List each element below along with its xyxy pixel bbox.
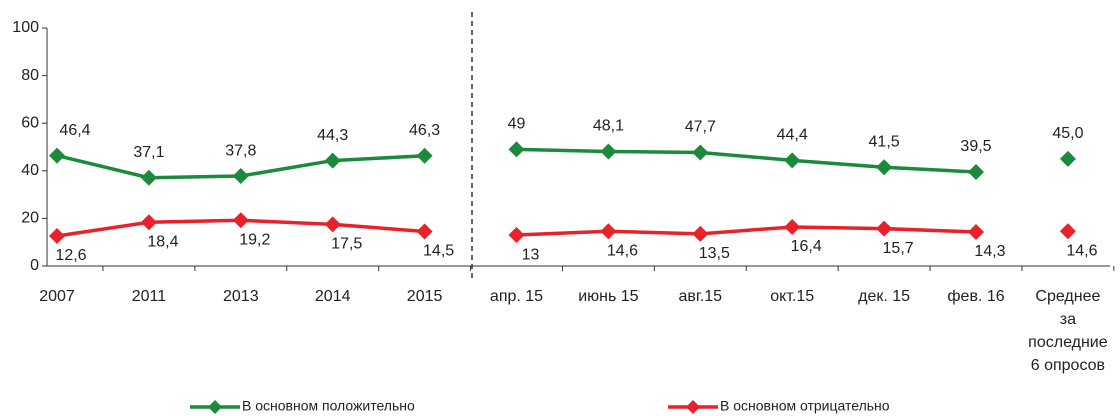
y-tick-label: 0 xyxy=(30,257,39,274)
data-label: 48,1 xyxy=(593,118,624,135)
marker xyxy=(232,168,249,185)
marker xyxy=(600,223,617,240)
y-tick-label: 80 xyxy=(21,67,39,84)
marker xyxy=(324,152,341,169)
data-label: 44,4 xyxy=(777,127,808,144)
marker xyxy=(600,143,617,160)
data-label: 49 xyxy=(508,116,526,133)
x-tick-label: 2011 xyxy=(132,288,167,305)
data-label: 16,4 xyxy=(791,238,822,255)
marker xyxy=(692,144,709,161)
marker xyxy=(876,220,893,237)
x-tick-label: дек. 15 xyxy=(858,288,910,305)
data-label: 12,6 xyxy=(55,247,86,264)
y-tick-label: 40 xyxy=(21,162,39,179)
legend-label: В основном положительно xyxy=(242,398,415,414)
x-tick-label: апр. 15 xyxy=(490,288,543,305)
marker xyxy=(49,147,65,164)
data-label: 47,7 xyxy=(685,119,716,136)
marker xyxy=(1059,150,1076,167)
series-line xyxy=(57,149,1068,177)
data-label: 17,5 xyxy=(331,236,362,253)
x-tick-label: фев. 16 xyxy=(947,288,1004,305)
data-label: 13,5 xyxy=(699,245,730,262)
marker xyxy=(876,159,893,176)
x-tick-label: 2014 xyxy=(315,288,351,305)
data-label: 37,1 xyxy=(133,144,164,161)
legend-marker xyxy=(208,400,222,414)
legend-marker xyxy=(686,400,700,414)
data-label: 14,6 xyxy=(1066,242,1097,259)
marker xyxy=(968,163,984,180)
data-label: 45,0 xyxy=(1052,125,1083,142)
x-tick-label: Среднее за последние 6 опросов xyxy=(1028,288,1108,374)
marker xyxy=(49,228,65,245)
marker xyxy=(1059,223,1076,240)
x-tick-label: 2007 xyxy=(39,288,75,305)
data-label: 19,2 xyxy=(239,232,270,249)
y-tick-label: 20 xyxy=(21,210,39,227)
data-label: 14,5 xyxy=(423,243,454,260)
data-label: 41,5 xyxy=(869,133,900,150)
data-label: 46,4 xyxy=(59,122,90,139)
data-label: 14,3 xyxy=(974,243,1005,260)
marker xyxy=(324,216,341,233)
x-tick-label: июнь 15 xyxy=(578,288,638,305)
marker xyxy=(140,214,157,231)
marker xyxy=(416,223,433,240)
data-label: 37,8 xyxy=(225,142,256,159)
marker xyxy=(140,169,157,186)
x-tick-label: 2013 xyxy=(223,288,259,305)
data-label: 14,6 xyxy=(607,242,638,259)
marker xyxy=(968,223,984,240)
marker xyxy=(508,227,525,244)
marker xyxy=(784,152,801,169)
x-tick-label: окт.15 xyxy=(770,288,814,305)
legend-label: В основном отрицательно xyxy=(720,398,890,414)
data-label: 39,5 xyxy=(960,138,991,155)
data-label: 13 xyxy=(522,246,540,263)
data-label: 44,3 xyxy=(317,127,348,144)
marker xyxy=(508,141,525,158)
marker xyxy=(784,218,801,235)
x-tick-label: 2015 xyxy=(407,288,443,305)
marker xyxy=(416,147,433,164)
data-label: 15,7 xyxy=(883,240,914,257)
x-tick-label: авг.15 xyxy=(679,288,723,305)
data-label: 18,4 xyxy=(147,233,178,250)
marker xyxy=(232,212,249,229)
y-tick-label: 60 xyxy=(21,114,39,131)
data-label: 46,3 xyxy=(409,122,440,139)
series-line xyxy=(57,220,1068,236)
y-tick-label: 100 xyxy=(12,19,39,36)
marker xyxy=(692,225,709,242)
